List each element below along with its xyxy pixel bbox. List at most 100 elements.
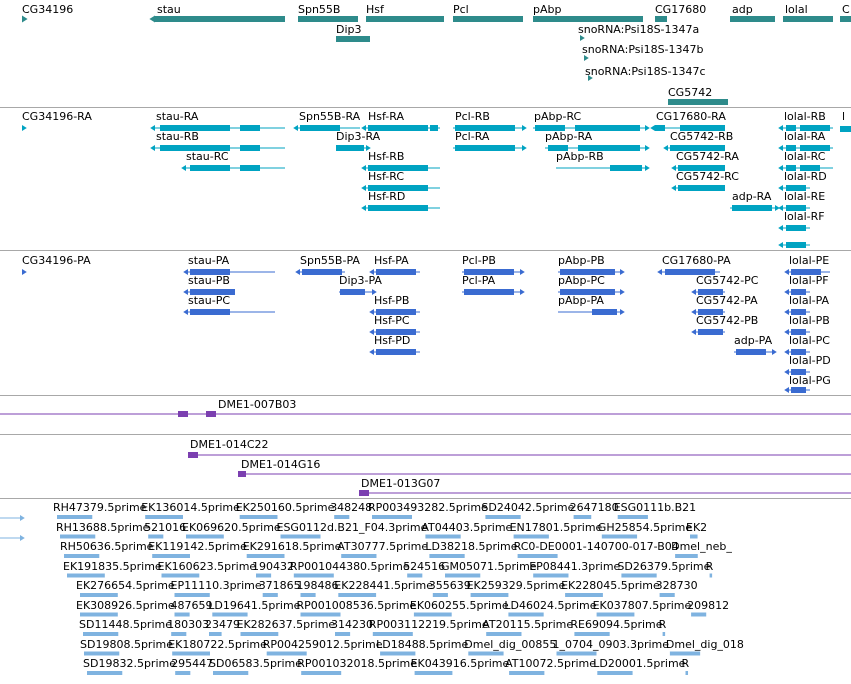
- protein-label[interactable]: Pcl-PA: [462, 274, 496, 287]
- est-label[interactable]: 198486: [296, 579, 339, 592]
- exon-block[interactable]: [732, 205, 772, 211]
- est-label[interactable]: EK191835.5prime: [63, 559, 162, 573]
- protein-label[interactable]: lolal-PE: [789, 254, 830, 267]
- est-glyph[interactable]: [280, 534, 321, 539]
- cds-block[interactable]: [665, 269, 715, 275]
- gene-bar[interactable]: [840, 16, 851, 22]
- gene-lolal[interactable]: lolal: [783, 3, 833, 25]
- est-glyph[interactable]: [300, 612, 341, 617]
- est-glyph[interactable]: [380, 651, 416, 656]
- est-label[interactable]: GH25854.5prime: [597, 520, 693, 534]
- est-glyph[interactable]: [372, 632, 413, 636]
- est-label[interactable]: Dmel_dig_018: [665, 637, 744, 651]
- est-glyph[interactable]: [341, 554, 377, 558]
- protein-label[interactable]: Hsf-PD: [374, 334, 411, 347]
- est-label[interactable]: EP08441.3prime: [529, 559, 621, 573]
- protein-label[interactable]: Hsf-PA: [374, 254, 409, 267]
- transcript-label[interactable]: Hsf-RD: [368, 190, 406, 203]
- transcript-label[interactable]: CG5742-RB: [670, 130, 734, 143]
- est-label[interactable]: RP001032018.5prime: [297, 657, 417, 670]
- protein-label[interactable]: lolal-PF: [789, 274, 829, 287]
- cds-block[interactable]: [560, 289, 615, 295]
- transcript-label[interactable]: lolal-RC: [784, 150, 826, 163]
- est-label[interactable]: EK291618.5prime: [242, 540, 342, 553]
- exon-block[interactable]: [535, 125, 565, 131]
- protein-label[interactable]: CG5742-PA: [696, 294, 758, 307]
- est-glyph[interactable]: [80, 612, 118, 617]
- transcript-label[interactable]: Pcl-RB: [455, 110, 490, 123]
- est-glyph[interactable]: [691, 612, 707, 617]
- est-label[interactable]: EK276654.5prime: [76, 579, 175, 592]
- est-label[interactable]: RP001044380.5prime: [289, 559, 410, 573]
- est-label[interactable]: 328730: [655, 579, 698, 592]
- cds-block[interactable]: [698, 329, 723, 335]
- cds-block[interactable]: [376, 349, 416, 355]
- est-glyph[interactable]: [508, 612, 544, 617]
- transcript-label[interactable]: CG17680-RA: [656, 110, 726, 123]
- exon-block[interactable]: [368, 205, 428, 211]
- exon-block[interactable]: [786, 125, 796, 131]
- exon-block[interactable]: [786, 242, 806, 248]
- gene-bar[interactable]: [783, 16, 833, 22]
- exon-block[interactable]: [240, 165, 260, 171]
- est-label[interactable]: 1_0704_0903.3prime: [552, 637, 670, 651]
- est-label[interactable]: RP001008536.5prime: [296, 598, 417, 612]
- cds-block[interactable]: [464, 289, 514, 295]
- est-label[interactable]: 348248: [330, 501, 373, 514]
- cds-block[interactable]: [376, 329, 416, 335]
- clone-end[interactable]: [188, 452, 198, 458]
- est-glyph[interactable]: [596, 612, 635, 617]
- est-label[interactable]: LD20001.5prime: [593, 657, 686, 670]
- est-glyph[interactable]: [240, 632, 279, 636]
- exon-block[interactable]: [160, 125, 230, 131]
- est-label[interactable]: EK060255.5prime: [409, 598, 509, 612]
- est-glyph[interactable]: [186, 534, 224, 539]
- est-label[interactable]: AT10072.5prime: [505, 657, 597, 670]
- est-glyph[interactable]: [64, 554, 100, 558]
- cds-block[interactable]: [791, 387, 806, 393]
- gene-bar[interactable]: [336, 36, 370, 42]
- gene-bar[interactable]: [453, 16, 523, 22]
- protein-label[interactable]: stau-PB: [188, 274, 230, 287]
- est-glyph[interactable]: [301, 671, 342, 675]
- transcript-label[interactable]: Hsf-RA: [368, 110, 404, 123]
- est-glyph[interactable]: [262, 593, 278, 597]
- transcript-label[interactable]: CG5742-RC: [676, 170, 739, 183]
- clone-end[interactable]: [359, 490, 369, 496]
- est-glyph[interactable]: [659, 593, 675, 597]
- est-label[interactable]: AT20115.5prime: [482, 618, 574, 631]
- est-glyph[interactable]: [621, 573, 657, 578]
- exon-block[interactable]: [800, 125, 830, 131]
- est-glyph[interactable]: [334, 515, 350, 519]
- est-glyph[interactable]: [597, 671, 633, 675]
- exon-block[interactable]: [800, 165, 820, 171]
- gene-bar[interactable]: [730, 16, 775, 22]
- transcript-label[interactable]: Dip3-RA: [336, 130, 381, 143]
- transcript-label[interactable]: Spn55B-RA: [299, 110, 361, 123]
- transcript-label[interactable]: CG34196-RA: [22, 110, 92, 123]
- exon-block[interactable]: [430, 125, 438, 131]
- est-label[interactable]: RP003112219.5prime: [368, 618, 489, 631]
- protein-label[interactable]: CG34196-PA: [22, 254, 91, 267]
- est-label[interactable]: GM05071.5prime: [441, 559, 537, 573]
- gene-adp[interactable]: adp: [730, 3, 775, 25]
- protein-label[interactable]: CG5742-PC: [696, 274, 759, 287]
- gene-bar[interactable]: [155, 16, 285, 22]
- gene-bar[interactable]: [655, 16, 667, 22]
- est-label[interactable]: 355639: [428, 579, 471, 592]
- protein-label[interactable]: stau-PC: [188, 294, 231, 307]
- est-label[interactable]: 2647180: [569, 501, 619, 514]
- est-glyph[interactable]: [174, 593, 210, 597]
- est-glyph[interactable]: [293, 573, 334, 578]
- est-glyph[interactable]: [413, 612, 452, 617]
- exon-block[interactable]: [160, 145, 230, 151]
- est-glyph[interactable]: [212, 612, 248, 617]
- est-glyph[interactable]: [256, 573, 272, 578]
- est-label[interactable]: EK250160.5prime: [235, 501, 335, 514]
- transcript-label[interactable]: lolal-RA: [784, 130, 826, 143]
- est-glyph[interactable]: [617, 515, 648, 519]
- transcript-label[interactable]: adp-RA: [732, 190, 772, 203]
- est-label[interactable]: EK259329.5prime: [466, 579, 566, 592]
- exon-block[interactable]: [670, 145, 725, 151]
- est-label[interactable]: 23479: [205, 618, 240, 631]
